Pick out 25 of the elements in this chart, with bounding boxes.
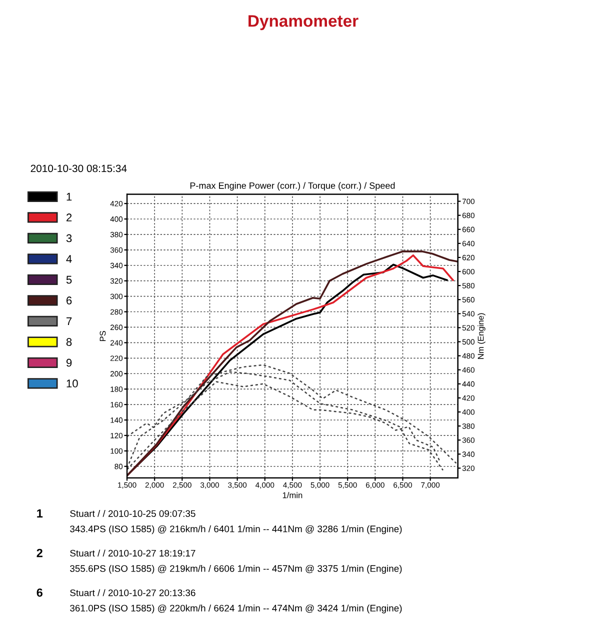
text: 2010-10-30 08:15:34 xyxy=(30,164,127,172)
text: 6 xyxy=(36,588,42,597)
x-axis-title: 1/min xyxy=(282,492,302,498)
text: 355.6PS (ISO 1585) @ 219km/h / 6606 1/min -- 457Nm @ 3375 1/min (Engine) xyxy=(70,564,402,574)
text: Stuart / / 2010-10-27 18:19:17 xyxy=(70,550,196,557)
legend-label: 9 xyxy=(66,358,72,367)
chart-subtitle: P-max Engine Power (corr.) / Torque (corr.) / Speed xyxy=(190,182,395,191)
legend-label: 6 xyxy=(66,296,72,304)
text: 343.4PS (ISO 1585) @ 216km/h / 6401 1/min -- 441Nm @ 3286 1/min (Engine) xyxy=(70,525,402,534)
text: 1 xyxy=(37,509,43,518)
text: Stuart / / 2010-10-25 09:07:35 xyxy=(70,510,196,517)
legend-label: 5 xyxy=(66,276,72,284)
legend-label: 4 xyxy=(66,255,72,263)
text: 2 xyxy=(36,548,42,558)
y-axis-title: PS xyxy=(100,330,106,341)
chart-title: Dynamometer xyxy=(248,15,358,30)
legend-label: 7 xyxy=(66,317,72,326)
y2-axis-title: Nm (Engine) xyxy=(478,313,486,359)
legend-label: 8 xyxy=(66,338,72,346)
text: Stuart / / 2010-10-27 20:13:36 xyxy=(70,589,196,596)
legend-label: 3 xyxy=(66,234,72,242)
text: 361.0PS (ISO 1585) @ 220km/h / 6624 1/min -- 474Nm @ 3424 1/min (Engine) xyxy=(70,604,402,614)
legend-label: 10 xyxy=(66,380,78,388)
legend-label: 1 xyxy=(66,192,72,201)
legend-label: 2 xyxy=(66,214,72,222)
